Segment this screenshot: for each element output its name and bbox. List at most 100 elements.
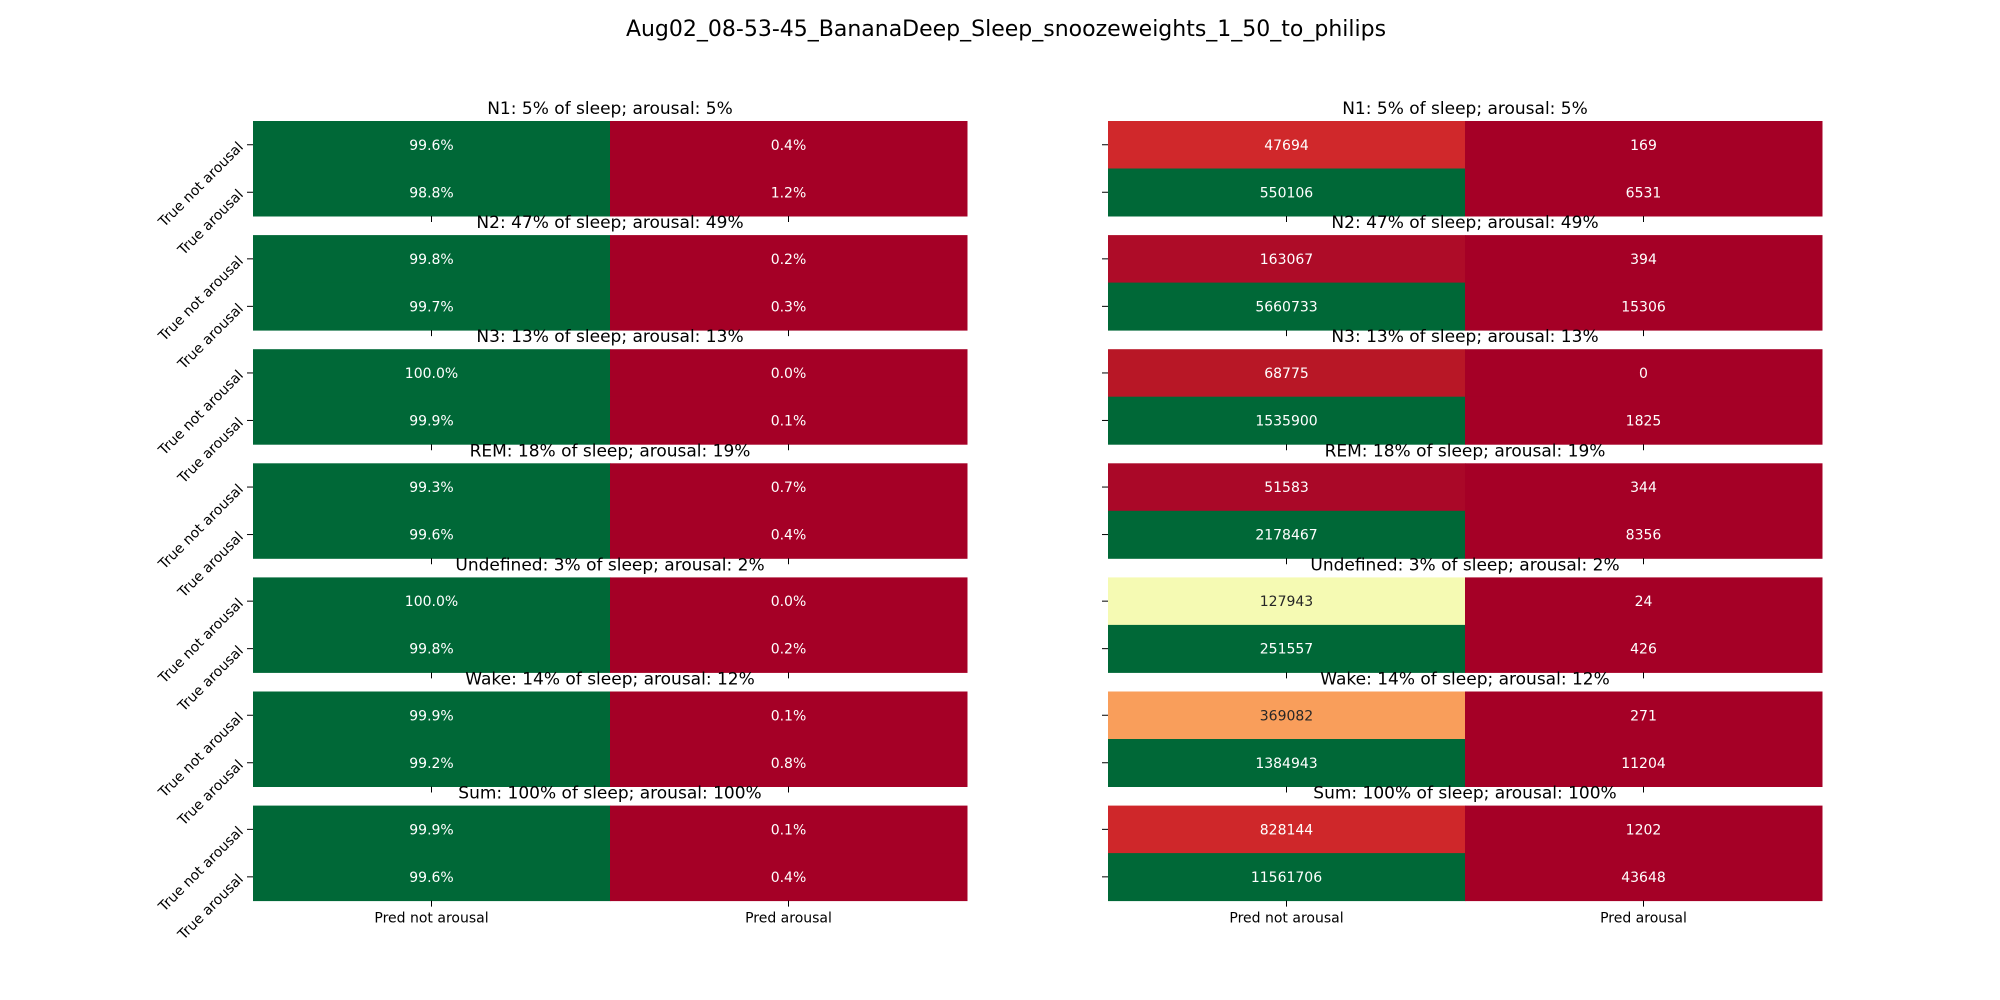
count-cell [1465, 396, 1823, 445]
percent-cell [253, 577, 611, 626]
percent-cell-label: 0.2% [771, 252, 807, 268]
count-cell [1108, 805, 1466, 854]
percent-cell-label: 0.1% [771, 822, 807, 838]
percent-cell [253, 168, 611, 217]
count-cell [1465, 577, 1823, 626]
x-tick-label: Pred not arousal [1229, 911, 1343, 927]
count-cell-label: 6531 [1626, 185, 1662, 201]
percent-cell-label: 0.8% [771, 756, 807, 772]
percent-cell [610, 853, 968, 902]
count-cell-label: 369082 [1260, 708, 1313, 724]
percent-cell [253, 463, 611, 512]
percent-cell [610, 168, 968, 217]
count-panel-title: N1: 5% of sleep; arousal: 5% [1342, 99, 1588, 119]
count-cell-label: 0 [1639, 366, 1648, 382]
percent-panel-title: Wake: 14% of sleep; arousal: 12% [465, 670, 755, 690]
percent-cell-label: 0.1% [771, 708, 807, 724]
count-cell-label: 163067 [1260, 252, 1313, 268]
percent-cell-label: 99.3% [409, 480, 453, 496]
percent-cell-label: 99.2% [409, 756, 453, 772]
percent-cell-label: 0.0% [771, 366, 807, 382]
count-cell [1465, 463, 1823, 512]
y-tick-label: True not arousal [155, 139, 247, 231]
percent-cell-label: 99.9% [409, 822, 453, 838]
count-cell [1108, 853, 1466, 902]
count-cell-label: 47694 [1264, 138, 1309, 154]
percent-cell [253, 282, 611, 331]
percent-cell-label: 0.4% [771, 870, 807, 886]
count-cell-label: 8356 [1626, 528, 1662, 544]
count-cell-label: 2178467 [1255, 528, 1317, 544]
figure-title: Aug02_08-53-45_BananaDeep_Sleep_snoozewe… [626, 17, 1386, 42]
count-cell [1465, 121, 1823, 169]
percent-cell [610, 691, 968, 740]
count-cell-label: 1202 [1626, 822, 1662, 838]
percent-cell [610, 510, 968, 559]
percent-panel-title: REM: 18% of sleep; arousal: 19% [470, 441, 751, 461]
count-cell-label: 15306 [1621, 299, 1666, 315]
count-cell-label: 1535900 [1255, 413, 1317, 429]
count-panel-title: Undefined: 3% of sleep; arousal: 2% [1310, 555, 1619, 575]
percent-cell [253, 805, 611, 854]
x-tick-label: Pred not arousal [374, 911, 488, 927]
count-cell-label: 24 [1635, 594, 1653, 610]
count-cell-label: 394 [1630, 252, 1657, 268]
count-cell [1465, 691, 1823, 740]
count-cell-label: 5660733 [1255, 299, 1317, 315]
count-cell [1108, 510, 1466, 559]
percent-cell [610, 739, 968, 787]
percent-cell-label: 0.4% [771, 528, 807, 544]
count-cell [1108, 121, 1466, 169]
percent-cell [610, 282, 968, 331]
percent-cell [610, 805, 968, 854]
count-cell-label: 11204 [1621, 756, 1666, 772]
percent-panel-title: N3: 13% of sleep; arousal: 13% [476, 327, 743, 347]
count-cell-label: 251557 [1260, 642, 1313, 658]
count-panel-title: REM: 18% of sleep; arousal: 19% [1325, 441, 1606, 461]
percent-cell-label: 98.8% [409, 185, 453, 201]
percent-cell-label: 99.7% [409, 299, 453, 315]
count-cell [1108, 463, 1466, 512]
count-cell [1108, 577, 1466, 626]
count-cell-label: 426 [1630, 642, 1657, 658]
percent-cell-label: 0.4% [771, 138, 807, 154]
count-cell [1465, 235, 1823, 284]
y-tick-label: True not arousal [155, 482, 247, 574]
x-tick-label: Pred arousal [1600, 911, 1687, 927]
percent-cell-label: 99.9% [409, 413, 453, 429]
count-cell-label: 68775 [1264, 366, 1309, 382]
count-cell [1108, 235, 1466, 284]
y-tick-label: True not arousal [155, 253, 247, 345]
percent-cell [610, 577, 968, 626]
count-panel-title: N2: 47% of sleep; arousal: 49% [1331, 213, 1598, 233]
count-cell [1465, 624, 1823, 673]
percent-cell-label: 100.0% [405, 594, 458, 610]
count-cell-label: 43648 [1621, 870, 1666, 886]
count-cell-label: 1384943 [1255, 756, 1317, 772]
count-cell-label: 550106 [1260, 185, 1314, 201]
count-cell [1108, 282, 1466, 331]
percent-cell-label: 99.8% [409, 252, 453, 268]
percent-cell-label: 99.9% [409, 708, 453, 724]
percent-cell [610, 463, 968, 512]
percent-panel-title: N2: 47% of sleep; arousal: 49% [476, 213, 743, 233]
percent-cell [253, 396, 611, 445]
percent-cell-label: 0.3% [771, 299, 807, 315]
count-cell-label: 344 [1630, 480, 1657, 496]
count-cell [1465, 739, 1823, 787]
count-cell-label: 169 [1630, 138, 1657, 154]
percent-cell-label: 1.2% [771, 185, 807, 201]
percent-panel-title: Sum: 100% of sleep; arousal: 100% [458, 784, 761, 804]
percent-cell-label: 0.1% [771, 413, 807, 429]
count-cell [1108, 349, 1466, 398]
count-cell-label: 51583 [1264, 480, 1309, 496]
count-cell [1465, 282, 1823, 331]
percent-cell [253, 121, 611, 169]
percent-cell [253, 510, 611, 559]
count-cell [1108, 624, 1466, 673]
percent-panel-title: N1: 5% of sleep; arousal: 5% [487, 99, 733, 119]
percent-cell [610, 396, 968, 445]
percent-cell [253, 624, 611, 673]
y-tick-label: True not arousal [155, 710, 247, 802]
